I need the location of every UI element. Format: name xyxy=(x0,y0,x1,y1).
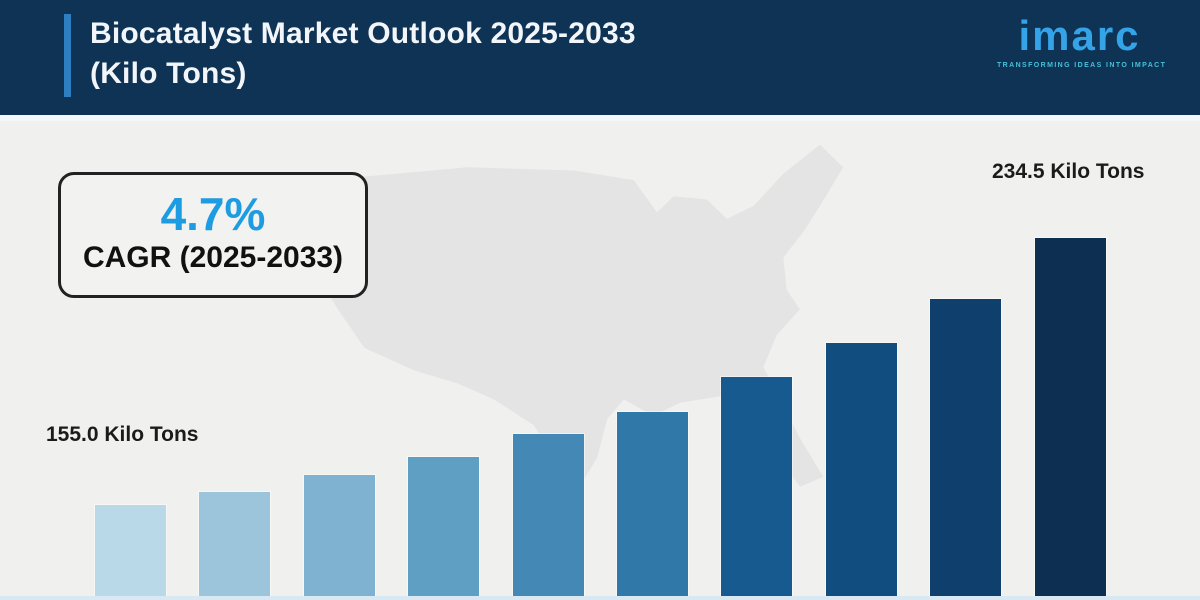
title-accent-bar xyxy=(64,14,71,97)
bar-2026 xyxy=(304,475,375,596)
end-value-label: 234.5 Kilo Tons xyxy=(992,160,1145,183)
bar-2025 xyxy=(199,492,270,596)
page-title: Biocatalyst Market Outlook 2025-2033 (Ki… xyxy=(90,14,636,94)
header: Biocatalyst Market Outlook 2025-2033 (Ki… xyxy=(0,0,1200,121)
cagr-value: 4.7% xyxy=(160,188,266,240)
imarc-logo-tagline: TRANSFORMING IDEAS INTO IMPACT xyxy=(997,62,1167,69)
page-title-line1: Biocatalyst Market Outlook 2025-2033 xyxy=(90,17,636,50)
imarc-logo: imarc TRANSFORMING IDEAS INTO IMPACT xyxy=(997,12,1167,69)
usa-map-watermark xyxy=(281,144,844,497)
cagr-label: CAGR (2025-2033) xyxy=(82,241,344,274)
bar-2030 xyxy=(721,377,792,596)
cagr-box: 4.7% CAGR (2025-2033) xyxy=(58,172,368,298)
imarc-logo-text: imarc xyxy=(1018,12,1141,59)
bar-2033 xyxy=(1035,238,1106,596)
bar-2032 xyxy=(930,299,1001,596)
page-title-line2: (Kilo Tons) xyxy=(90,57,247,90)
bar-2029 xyxy=(617,412,688,596)
bar-2031 xyxy=(826,343,897,596)
bar-2028 xyxy=(513,434,584,596)
start-value-label: 155.0 Kilo Tons xyxy=(46,423,199,446)
bar-2027 xyxy=(408,457,479,596)
bar-2024 xyxy=(95,505,166,596)
chart-baseline xyxy=(0,596,1200,600)
